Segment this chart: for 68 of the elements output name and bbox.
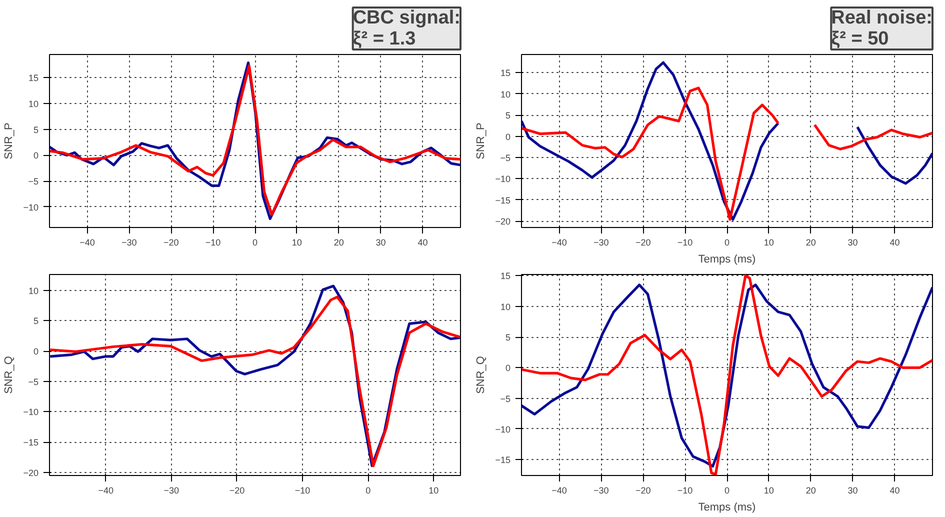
y-tick-label: −5 <box>28 376 39 387</box>
y-tick-label: −20 <box>23 468 39 478</box>
x-tick-label: −40 <box>552 238 567 248</box>
y-tick-label: −5 <box>500 394 511 404</box>
x-tick-label: −30 <box>594 486 609 496</box>
x-tick-label: −10 <box>294 486 310 496</box>
y-tick-label: 10 <box>500 89 511 100</box>
y-tick-label: 15 <box>500 68 511 78</box>
x-tick-label: −20 <box>229 486 245 496</box>
y-tick-label: 5 <box>33 316 39 326</box>
x-tick-label: 40 <box>418 238 428 248</box>
y-tick-label: −10 <box>23 407 39 418</box>
y-tick-label: −20 <box>495 216 511 227</box>
x-tick-label: 10 <box>764 486 774 496</box>
y-tick-label: −15 <box>23 438 39 448</box>
x-tick-label: 20 <box>806 486 816 496</box>
y-tick-label: 0 <box>505 363 511 374</box>
y-axis-title: SNR_P <box>475 122 488 160</box>
x-tick-label: 0 <box>366 486 371 496</box>
y-tick-label: −5 <box>500 153 511 164</box>
y-tick-label: 0 <box>33 150 39 161</box>
x-tick-label: 20 <box>334 238 344 248</box>
x-tick-label: 30 <box>848 486 858 496</box>
y-tick-label: 15 <box>28 73 39 84</box>
y-axis-title: SNR_Q <box>475 356 488 394</box>
x-tick-label: −20 <box>163 238 179 248</box>
y-tick-label: 10 <box>500 302 511 312</box>
y-tick-label: 5 <box>505 332 511 343</box>
x-tick-label: 0 <box>724 238 730 248</box>
x-tick-label: 0 <box>724 486 730 496</box>
x-tick-label: 10 <box>428 486 439 496</box>
x-tick-label: −30 <box>594 238 609 248</box>
y-tick-label: 0 <box>505 132 511 142</box>
x-tick-label: 40 <box>890 486 900 496</box>
x-axis-title: Temps (ms) <box>698 502 756 514</box>
y-tick-label: 5 <box>505 110 511 121</box>
y-axis-title: SNR_P <box>3 122 16 160</box>
x-tick-label: −40 <box>80 238 95 248</box>
y-tick-label: 5 <box>33 124 39 135</box>
x-tick-label: −10 <box>677 486 693 496</box>
x-tick-label: −20 <box>635 238 651 248</box>
x-tick-label: 10 <box>764 238 774 248</box>
y-axis-title: SNR_Q <box>3 356 16 394</box>
x-tick-label: −10 <box>677 238 693 248</box>
y-tick-label: 10 <box>28 286 39 296</box>
x-axis-title: Temps (ms) <box>698 254 756 266</box>
y-tick-label: −15 <box>495 455 511 466</box>
x-tick-label: 20 <box>806 238 816 248</box>
y-tick-label: −10 <box>495 174 511 184</box>
x-tick-label: 30 <box>376 238 386 248</box>
x-tick-label: 10 <box>292 238 302 248</box>
x-tick-label: −30 <box>122 238 137 248</box>
y-tick-label: −10 <box>23 202 39 212</box>
y-tick-label: 10 <box>28 99 39 110</box>
y-tick-label: −15 <box>495 195 511 206</box>
x-tick-label: −30 <box>164 486 180 496</box>
y-tick-label: 15 <box>500 271 511 282</box>
x-tick-label: 40 <box>890 238 900 248</box>
x-tick-label: −20 <box>635 486 651 496</box>
x-tick-label: 30 <box>848 238 858 248</box>
y-tick-label: −10 <box>495 424 511 434</box>
y-tick-label: −5 <box>28 176 39 187</box>
x-tick-label: −10 <box>205 238 221 248</box>
x-tick-label: 0 <box>252 238 258 248</box>
x-tick-label: −40 <box>98 486 114 496</box>
y-tick-label: 0 <box>33 346 39 357</box>
x-tick-label: −40 <box>552 486 567 496</box>
text: Real noise: ξ² = 50 <box>831 8 933 50</box>
